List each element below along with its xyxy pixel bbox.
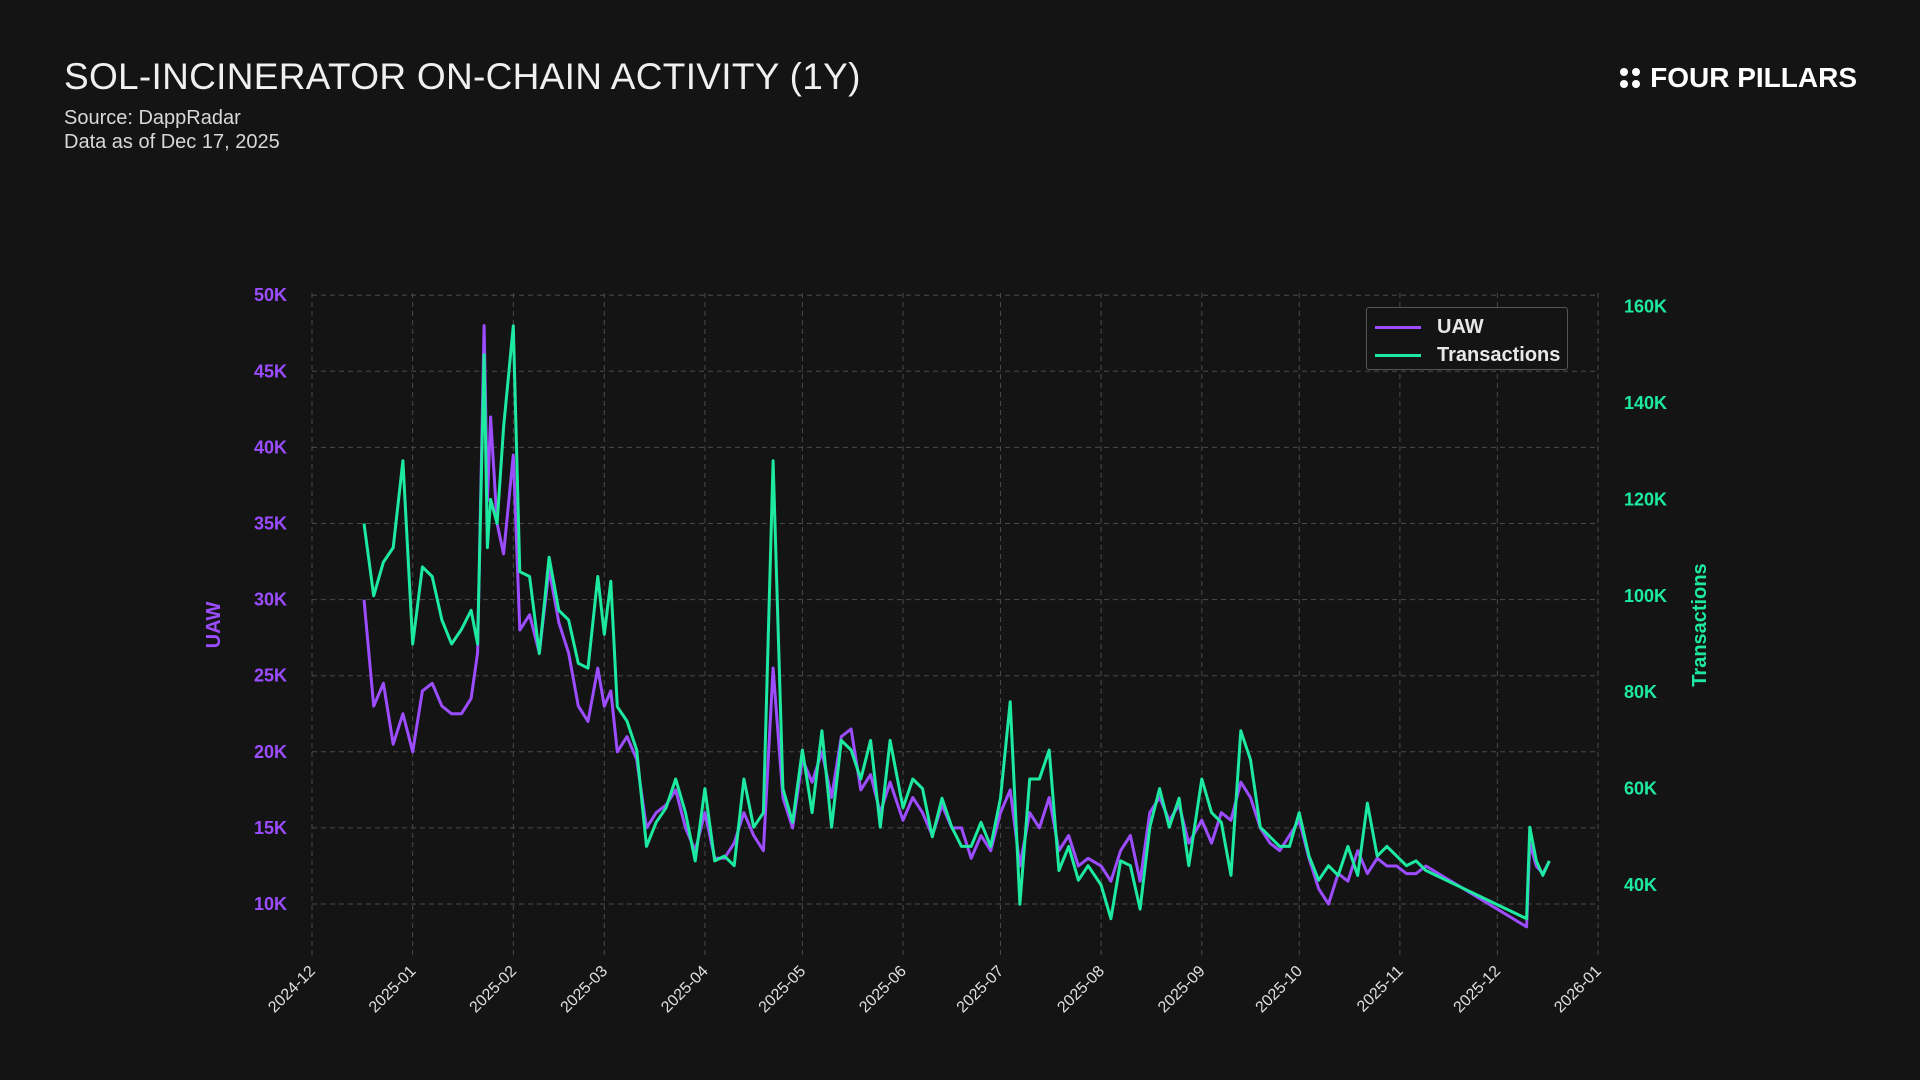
- y-axis-label: UAW: [203, 602, 225, 649]
- series-line-uaw: [362, 324, 1551, 929]
- y2-tick-label: 80K: [1624, 682, 1657, 702]
- x-tick-label: 2024-12: [265, 963, 319, 1017]
- legend: UAW Transactions: [1366, 307, 1568, 370]
- y2-tick-label: 160K: [1624, 297, 1667, 317]
- y-tick-label: 20K: [254, 742, 287, 762]
- x-tick-label: 2025-02: [467, 963, 521, 1017]
- x-tick-label: 2025-04: [658, 963, 712, 1017]
- y-tick-label: 35K: [254, 514, 287, 534]
- x-tick-label: 2025-03: [558, 963, 612, 1017]
- legend-item-transactions: Transactions: [1375, 341, 1567, 369]
- x-tick-label: 2025-10: [1253, 963, 1307, 1017]
- y-tick-label: 50K: [254, 285, 287, 305]
- x-tick-label: 2026-01: [1551, 963, 1605, 1017]
- x-tick-label: 2025-09: [1155, 963, 1209, 1017]
- y2-axis-label: Transactions: [1689, 563, 1711, 686]
- y-tick-label: 30K: [254, 590, 287, 610]
- x-tick-label: 2025-11: [1354, 963, 1407, 1016]
- brand-name: FOUR PILLARS: [1650, 62, 1857, 93]
- legend-label-transactions: Transactions: [1437, 343, 1561, 366]
- legend-swatch-transactions: [1375, 353, 1421, 357]
- x-tick-label: 2025-05: [756, 963, 810, 1017]
- y-tick-label: 45K: [254, 361, 287, 381]
- y2-tick-label: 40K: [1624, 875, 1657, 895]
- as-of-text: Data as of Dec 17, 2025: [64, 131, 280, 153]
- series-line-transactions: [362, 324, 1551, 921]
- x-tick-label: 2025-01: [366, 963, 420, 1017]
- x-tick-label: 2025-06: [856, 963, 910, 1017]
- four-dots-icon: [1620, 68, 1641, 88]
- y2-tick-label: 140K: [1624, 393, 1667, 413]
- legend-label-uaw: UAW: [1437, 315, 1484, 338]
- x-tick-label: 2025-08: [1054, 963, 1108, 1017]
- y2-tick-label: 60K: [1624, 779, 1657, 799]
- y2-tick-label: 100K: [1624, 586, 1667, 606]
- chart-title: SOL-INCINERATOR ON-CHAIN ACTIVITY (1Y): [64, 56, 861, 97]
- y-tick-label: 10K: [254, 894, 287, 914]
- legend-item-uaw: UAW: [1375, 313, 1567, 341]
- source-text: Source: DappRadar: [64, 107, 241, 129]
- legend-swatch-uaw: [1375, 325, 1421, 329]
- x-tick-label: 2025-07: [954, 963, 1008, 1017]
- y2-tick-label: 120K: [1624, 489, 1667, 509]
- y-tick-label: 15K: [254, 818, 287, 838]
- x-tick-label: 2025-12: [1451, 963, 1505, 1017]
- y-tick-label: 25K: [254, 666, 287, 686]
- y-tick-label: 40K: [254, 437, 287, 457]
- brand-logo: FOUR PILLARS: [1620, 62, 1857, 94]
